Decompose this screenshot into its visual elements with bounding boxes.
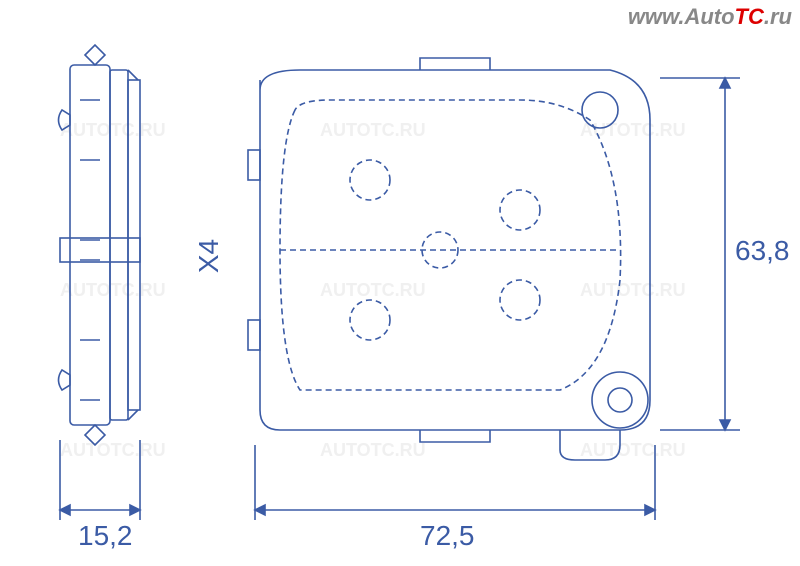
front-view [248, 58, 650, 460]
dim-thickness-label: 15,2 [78, 520, 133, 552]
dim-height-label: 63,8 [735, 235, 790, 267]
dim-width-label: 72,5 [420, 520, 475, 552]
quantity-label: X4 [193, 239, 225, 273]
dim-width [255, 445, 655, 520]
technical-drawing [0, 0, 800, 566]
side-view [59, 45, 141, 445]
dim-height [660, 78, 740, 430]
dim-thickness [60, 440, 140, 520]
